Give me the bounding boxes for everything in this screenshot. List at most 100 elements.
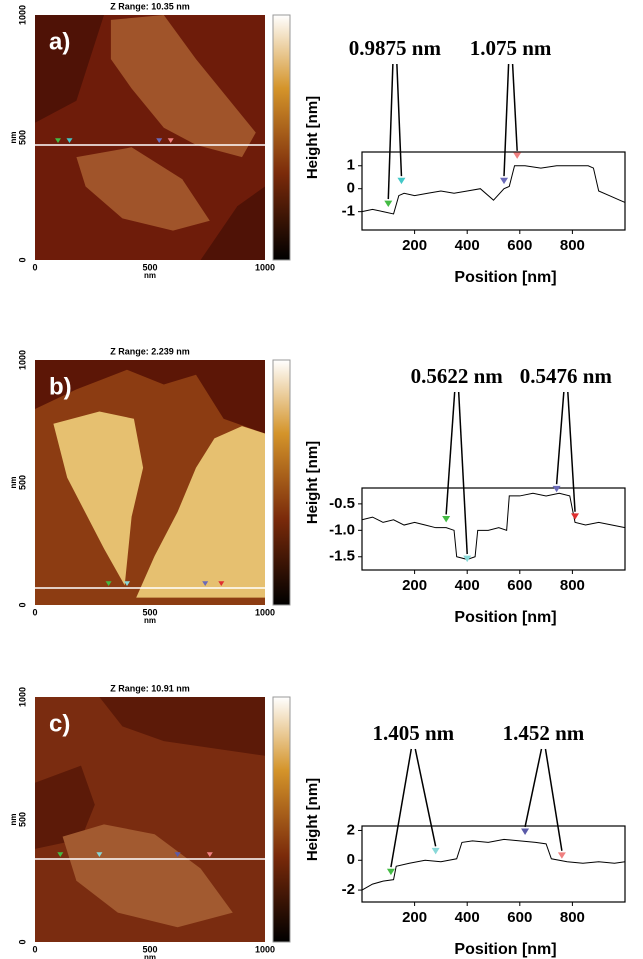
x-tick-label: 400 [455, 237, 480, 254]
scan-marker [174, 852, 181, 857]
y-tick-label: -0.5 [329, 495, 355, 512]
afm-image [35, 14, 291, 261]
scan-marker [57, 852, 64, 857]
scan-marker [202, 581, 209, 586]
y-tick-label: -1.5 [329, 548, 355, 565]
x-tick-label: 0 [32, 607, 37, 617]
y-tick-label: 500 [17, 130, 27, 145]
colorbar-label: Height [nm] [304, 778, 321, 861]
annotation-leader [390, 748, 413, 868]
plot-frame [361, 151, 626, 231]
annotation-leader [555, 391, 565, 485]
step-marker [386, 868, 395, 876]
annotation-leader [524, 748, 543, 828]
step-marker [571, 513, 580, 520]
scan-marker [156, 138, 163, 143]
step-marker [463, 555, 472, 563]
y-tick-label: -1.0 [329, 521, 355, 538]
annotation-leader [457, 391, 468, 555]
afm-terrace [35, 765, 95, 849]
y-tick-label: 0 [17, 602, 27, 607]
y-tick-label: 1000 [17, 687, 27, 707]
x-axis-title: Position [nm] [454, 609, 556, 626]
step-marker [500, 177, 509, 185]
panel-label: c) [49, 710, 70, 737]
y-tick-label: 0 [347, 180, 355, 197]
colorbar-label: Height [nm] [304, 96, 321, 179]
annotation-leader [567, 391, 576, 512]
panel-label: a) [49, 28, 70, 55]
y-tick-label: -1 [342, 203, 355, 220]
annotation-leader [387, 63, 394, 200]
y-tick-label: 1000 [17, 350, 27, 370]
x-tick-label: 800 [560, 577, 585, 594]
afm-terrace [76, 147, 210, 231]
annotation-leader [445, 391, 456, 515]
profile-line [361, 838, 626, 891]
step-marker [521, 828, 530, 835]
afm-terrace [99, 697, 266, 756]
x-tick-label: 400 [455, 909, 480, 926]
x-tick-label: 400 [455, 577, 480, 594]
x-tick-label: 600 [507, 237, 532, 254]
afm-terrace [35, 15, 104, 123]
x-axis-title: Position [nm] [454, 941, 556, 958]
step-marker [552, 485, 561, 493]
annotation-leader [503, 63, 510, 177]
y-tick-label: 0 [17, 257, 27, 262]
step-marker [557, 852, 566, 859]
y-unit: nm [9, 132, 18, 144]
plot-frame [361, 825, 626, 903]
scan-marker [167, 138, 174, 143]
step-marker [397, 177, 406, 185]
y-tick-label: 0 [347, 851, 355, 868]
y-tick-label: 2 [347, 821, 355, 838]
x-unit: nm [144, 271, 156, 280]
x-tick-label: 800 [560, 237, 585, 254]
scan-marker [66, 138, 73, 143]
x-tick-label: 500 [142, 262, 157, 272]
x-tick-label: 200 [402, 237, 427, 254]
step-annotation: 0.5476 nm [520, 364, 613, 388]
scan-marker [124, 581, 130, 586]
step-marker [442, 515, 451, 523]
annotation-leader [544, 748, 563, 851]
y-tick-label: 1000 [17, 5, 27, 25]
y-tick-label: 1 [347, 157, 355, 174]
x-tick-label: 1000 [255, 607, 275, 617]
x-tick-label: 800 [560, 909, 585, 926]
afm-terrace [35, 360, 265, 434]
y-tick-label: 500 [17, 475, 27, 490]
colorbar [272, 359, 291, 606]
afm-image [35, 696, 291, 943]
colorbar-label: Height [nm] [304, 441, 321, 524]
colorbar [272, 14, 291, 261]
afm-terrace [62, 824, 233, 928]
afm-terrace [136, 426, 265, 598]
z-range: Z Range: 2.239 nm [110, 346, 190, 356]
x-tick-label: 1000 [255, 944, 275, 954]
afm-terrace [110, 15, 256, 158]
x-tick-label: 600 [507, 909, 532, 926]
scan-marker [105, 581, 112, 586]
x-tick-label: 0 [32, 262, 37, 272]
afm-terrace [200, 186, 265, 260]
y-tick-label: 500 [17, 812, 27, 827]
x-unit: nm [144, 616, 156, 625]
step-annotation: 0.5622 nm [411, 364, 504, 388]
x-tick-label: 200 [402, 577, 427, 594]
step-marker [431, 847, 440, 855]
step-annotation: 0.9875 nm [349, 36, 442, 60]
y-tick-label: -2 [342, 881, 355, 898]
scan-marker [206, 852, 213, 857]
profile-line [361, 165, 626, 215]
scan-marker [218, 581, 225, 586]
x-axis-title: Position [nm] [454, 269, 556, 286]
y-tick-label: 0 [17, 939, 27, 944]
step-marker [384, 200, 393, 208]
annotation-leader [511, 63, 518, 151]
x-unit: nm [144, 953, 156, 959]
panel-label: b) [49, 373, 72, 400]
afm-image [35, 359, 291, 606]
